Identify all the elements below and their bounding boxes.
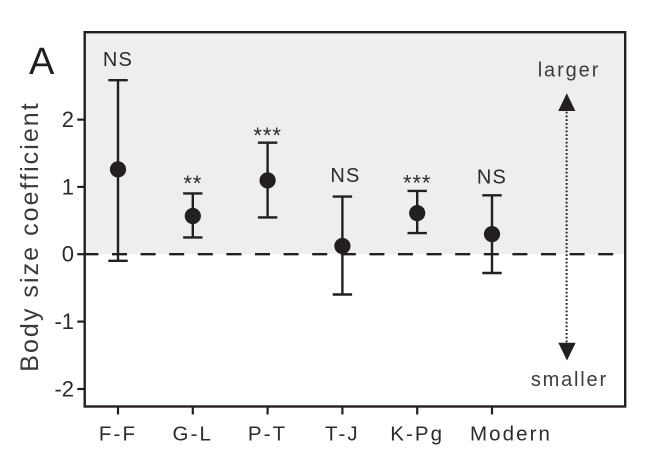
svg-text:NS: NS [477,167,507,189]
svg-text:P-T: P-T [248,423,287,446]
svg-text:G-L: G-L [173,423,213,446]
svg-text:F-F: F-F [99,423,137,446]
svg-text:***: *** [253,123,281,148]
svg-text:-2: -2 [54,377,74,402]
svg-text:A: A [29,41,55,83]
svg-text:NS: NS [103,49,133,71]
svg-text:smaller: smaller [531,369,608,391]
svg-text:1: 1 [62,174,74,199]
svg-text:Modern: Modern [470,423,552,446]
svg-text:Body size coefficient: Body size coefficient [16,101,44,372]
svg-text:NS: NS [330,165,360,187]
svg-text:0: 0 [62,242,74,267]
svg-text:2: 2 [62,107,74,132]
svg-text:larger: larger [538,60,601,82]
svg-text:**: ** [183,171,202,196]
svg-text:***: *** [403,171,431,196]
svg-text:K-Pg: K-Pg [390,423,444,446]
svg-text:-1: -1 [54,309,74,334]
svg-text:T-J: T-J [325,423,360,446]
